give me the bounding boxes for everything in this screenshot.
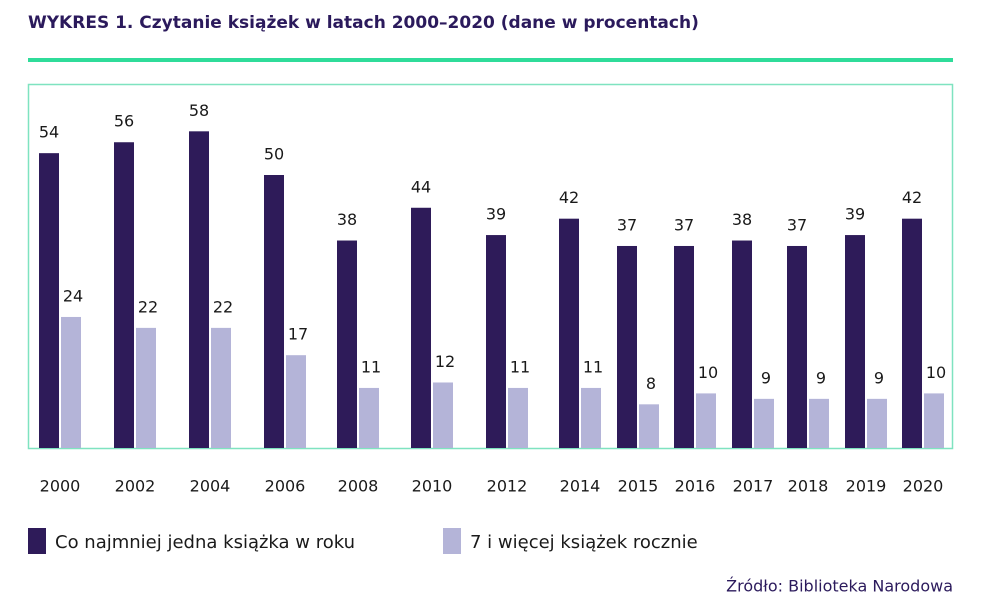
bar xyxy=(845,235,865,448)
bar xyxy=(696,393,716,448)
data-label: 9 xyxy=(761,368,771,387)
data-label: 11 xyxy=(510,357,530,376)
chart-title: WYKRES 1. Czytanie książek w latach 2000… xyxy=(28,13,699,33)
bar xyxy=(39,153,59,448)
legend-label: 7 i więcej książek rocznie xyxy=(470,532,698,553)
data-label: 10 xyxy=(698,363,718,382)
bar xyxy=(433,382,453,448)
data-label: 22 xyxy=(213,297,233,316)
bar xyxy=(61,316,81,448)
bar xyxy=(674,245,694,448)
bar xyxy=(902,218,922,448)
data-label: 39 xyxy=(486,205,506,224)
source: Źródło: Biblioteka Narodowa xyxy=(726,577,953,596)
bar xyxy=(411,207,431,448)
bar xyxy=(867,398,887,448)
legend-swatch xyxy=(443,528,461,554)
data-label: 38 xyxy=(732,210,752,229)
bar xyxy=(286,355,306,448)
bar xyxy=(639,404,659,448)
data-label: 10 xyxy=(926,363,946,382)
data-label: 22 xyxy=(138,297,158,316)
bar xyxy=(617,245,637,448)
bar xyxy=(264,175,284,448)
x-tick-label: 2019 xyxy=(846,477,887,496)
data-label: 37 xyxy=(674,215,694,234)
bar xyxy=(732,240,752,448)
x-tick-label: 2015 xyxy=(618,477,659,496)
data-label: 11 xyxy=(361,357,381,376)
x-tick-label: 2006 xyxy=(265,477,306,496)
legend-swatch xyxy=(28,528,46,554)
x-tick-label: 2002 xyxy=(115,477,156,496)
bar xyxy=(754,398,774,448)
plot-frame xyxy=(27,83,954,450)
bar xyxy=(359,387,379,448)
data-label: 37 xyxy=(787,215,807,234)
x-tick-label: 2020 xyxy=(903,477,944,496)
x-tick-label: 2018 xyxy=(788,477,829,496)
x-tick-label: 2016 xyxy=(675,477,716,496)
bar xyxy=(581,387,601,448)
data-label: 17 xyxy=(288,325,308,344)
data-label: 11 xyxy=(583,357,603,376)
x-tick-label: 2004 xyxy=(190,477,231,496)
x-tick-label: 2010 xyxy=(412,477,453,496)
bar xyxy=(114,142,134,449)
bar xyxy=(211,327,231,448)
x-tick-label: 2000 xyxy=(40,477,81,496)
data-label: 37 xyxy=(617,215,637,234)
data-label: 24 xyxy=(63,286,83,305)
x-tick-label: 2008 xyxy=(338,477,379,496)
data-label: 56 xyxy=(114,112,134,131)
bar xyxy=(924,393,944,448)
bar xyxy=(508,387,528,448)
bar xyxy=(486,235,506,448)
data-label: 54 xyxy=(39,123,59,142)
x-tick-label: 2012 xyxy=(487,477,528,496)
bar xyxy=(337,240,357,448)
bar xyxy=(189,131,209,448)
data-label: 38 xyxy=(337,210,357,229)
legend-label: Co najmniej jedna książka w roku xyxy=(55,532,355,553)
data-label: 9 xyxy=(874,368,884,387)
data-label: 44 xyxy=(411,177,431,196)
data-label: 8 xyxy=(646,374,656,393)
bar xyxy=(136,327,156,448)
data-label: 42 xyxy=(902,188,922,207)
bar xyxy=(809,398,829,448)
title-rule xyxy=(28,58,953,62)
data-label: 50 xyxy=(264,145,284,164)
x-tick-label: 2014 xyxy=(560,477,601,496)
data-label: 9 xyxy=(816,368,826,387)
data-label: 58 xyxy=(189,101,209,120)
data-label: 42 xyxy=(559,188,579,207)
bar xyxy=(787,245,807,448)
data-label: 12 xyxy=(435,352,455,371)
bar xyxy=(559,218,579,448)
data-label: 39 xyxy=(845,205,865,224)
x-tick-label: 2017 xyxy=(733,477,774,496)
